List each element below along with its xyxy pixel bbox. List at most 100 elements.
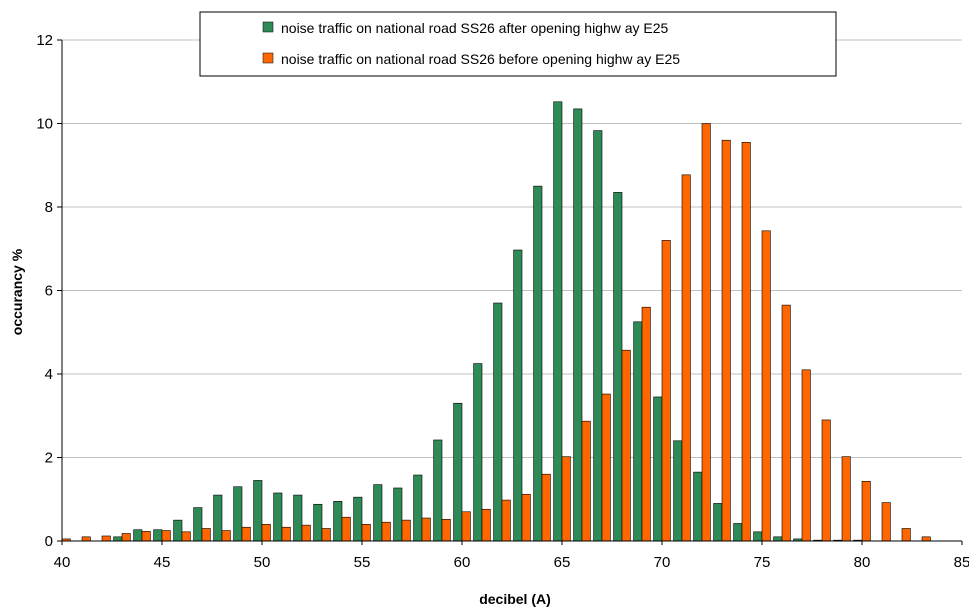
x-axis-title: decibel (A) — [479, 591, 551, 607]
x-tick-label: 70 — [654, 554, 671, 571]
bar-after — [293, 494, 303, 542]
gridlines — [62, 39, 962, 458]
bar-before — [181, 531, 191, 542]
x-tick-label: 50 — [254, 554, 271, 571]
bar-before — [521, 493, 531, 542]
x-tick-label: 75 — [754, 554, 771, 571]
x-tick-label: 80 — [854, 554, 871, 571]
x-tick-label: 65 — [554, 554, 571, 571]
bar-after — [233, 486, 243, 542]
bar-after — [253, 480, 263, 542]
bar-after — [733, 523, 743, 542]
bar-after — [713, 503, 723, 542]
bar-after — [673, 440, 683, 542]
bar-before — [581, 420, 591, 542]
bar-before — [881, 502, 891, 542]
bar-after — [753, 531, 763, 542]
bar-before — [261, 523, 271, 542]
bar-after — [773, 536, 783, 542]
bar-before — [741, 141, 751, 542]
bar-after — [693, 471, 703, 542]
y-tick-label: 10 — [36, 116, 53, 133]
bar-before — [841, 456, 851, 542]
bar-before — [641, 306, 651, 542]
bar-after — [353, 496, 363, 542]
bar-before — [101, 535, 111, 542]
bar-after — [573, 108, 583, 542]
bar-after — [153, 529, 163, 542]
bar-before — [461, 511, 471, 542]
bar-before — [241, 526, 251, 542]
bar-before — [541, 473, 551, 542]
bar-after — [533, 185, 543, 542]
bar-before — [201, 528, 211, 542]
bar-before — [221, 530, 231, 542]
bar-before — [621, 349, 631, 542]
bar-after — [373, 484, 383, 542]
bar-before — [121, 533, 131, 542]
legend-label-before: noise traffic on national road SS26 befo… — [281, 51, 680, 67]
bar-after — [473, 363, 483, 542]
bar-before — [321, 528, 331, 542]
legend-box — [199, 11, 837, 77]
legend-label-after: noise traffic on national road SS26 afte… — [281, 20, 669, 36]
bar-before — [281, 526, 291, 542]
bar-before — [721, 139, 731, 542]
bar-before — [821, 419, 831, 542]
y-axis-title: occurancy % — [9, 248, 25, 335]
bar-after — [133, 529, 143, 542]
bar-after — [493, 302, 503, 542]
bar-after — [653, 396, 663, 542]
bar-after — [453, 402, 463, 542]
x-tick-label: 45 — [154, 554, 171, 571]
bar-after — [113, 536, 123, 542]
y-tick-label: 4 — [45, 366, 53, 383]
y-tick-label: 6 — [45, 283, 53, 300]
bar-before — [401, 519, 411, 542]
bar-before — [601, 393, 611, 542]
x-tick-label: 55 — [354, 554, 371, 571]
bar-after — [593, 130, 603, 542]
bar-after — [613, 192, 623, 542]
bar-after — [553, 101, 563, 542]
legend: noise traffic on national road SS26 afte… — [199, 11, 837, 77]
bar-before — [441, 518, 451, 542]
bar-after — [313, 503, 323, 542]
bar-before — [301, 524, 311, 542]
y-tick-label: 12 — [36, 32, 53, 49]
x-tick-label: 85 — [954, 554, 969, 571]
bar-before — [701, 123, 711, 542]
bar-after — [173, 519, 183, 542]
bar-before — [901, 528, 911, 542]
bar-before — [501, 499, 511, 542]
bar-before — [921, 536, 931, 542]
bar-before — [661, 240, 671, 542]
bar-before — [141, 531, 151, 542]
bars — [61, 101, 931, 542]
y-tick-label: 0 — [45, 533, 53, 550]
bar-before — [861, 480, 871, 542]
x-tick-label: 40 — [54, 554, 71, 571]
bar-before — [681, 174, 691, 542]
bar-after — [193, 507, 203, 542]
legend-swatch-before — [262, 52, 274, 64]
bar-after — [513, 249, 523, 542]
bar-before — [341, 516, 351, 542]
bar-after — [413, 474, 423, 542]
bar-after — [333, 501, 343, 542]
bar-after — [213, 494, 223, 542]
bar-before — [781, 304, 791, 542]
y-tick-label: 8 — [45, 199, 53, 216]
ticks: 0 2 4 6 8 10 12 40 45 50 55 60 65 70 75 80 85 — [36, 32, 969, 571]
bar-before — [801, 369, 811, 542]
bar-before — [361, 523, 371, 542]
bar-before — [161, 530, 171, 542]
bar-before — [81, 536, 91, 542]
bar-after — [273, 492, 283, 542]
bar-before — [481, 508, 491, 542]
bar-after — [433, 439, 443, 542]
bar-after — [393, 487, 403, 542]
bar-after — [633, 321, 643, 542]
